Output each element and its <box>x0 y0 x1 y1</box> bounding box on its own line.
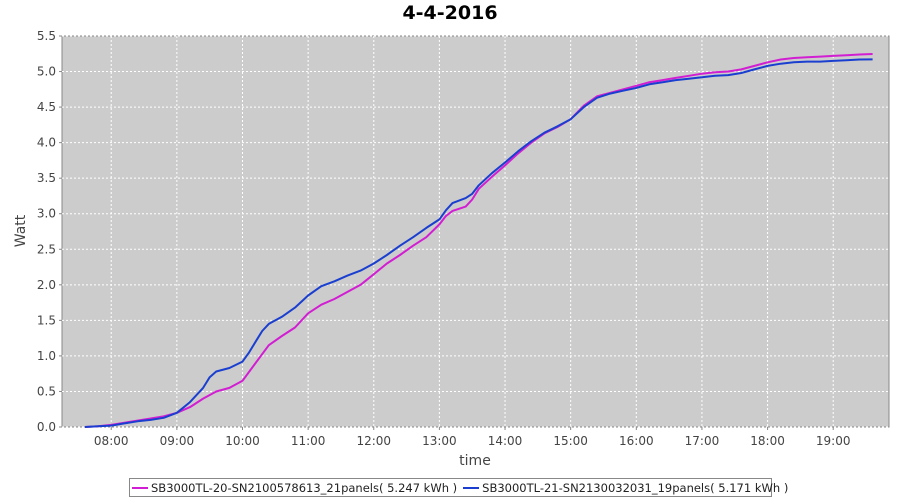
x-tick-label: 15:00 <box>553 434 588 448</box>
series-line-1 <box>84 53 873 428</box>
x-tick-label: 16:00 <box>619 434 654 448</box>
legend-item-1: SB3000TL-20-SN2100578613_21panels( 5.247… <box>132 481 457 495</box>
x-tick-label: 12:00 <box>356 434 391 448</box>
legend-item-2: SB3000TL-21-SN2130032031_19panels( 5.171… <box>463 481 788 495</box>
y-tick-label: 4.0 <box>37 136 56 150</box>
series-lines <box>84 53 873 428</box>
x-tick-label: 10:00 <box>225 434 260 448</box>
series-line-2 <box>84 58 873 428</box>
y-tick-label: 2.0 <box>37 278 56 292</box>
y-tick-label: 3.0 <box>37 207 56 221</box>
x-tick-label: 18:00 <box>750 434 785 448</box>
y-tick-label: 2.5 <box>37 242 56 256</box>
legend-swatch <box>463 486 480 489</box>
x-tick-label: 13:00 <box>422 434 457 448</box>
x-tick-label: 17:00 <box>685 434 720 448</box>
legend-label: SB3000TL-21-SN2130032031_19panels( 5.171… <box>482 480 789 495</box>
y-tick-label: 1.5 <box>37 313 56 327</box>
y-tick-label: 0.5 <box>37 384 56 398</box>
y-tick-label: 3.5 <box>37 171 56 185</box>
x-tick-label: 08:00 <box>94 434 129 448</box>
y-tick-label: 4.5 <box>37 100 56 114</box>
y-tick-label: 5.5 <box>37 29 56 43</box>
x-tick-label: 09:00 <box>160 434 195 448</box>
grid-lines <box>62 35 889 428</box>
chart-title: 4-4-2016 <box>402 2 498 24</box>
x-tick-label: 14:00 <box>488 434 523 448</box>
y-tick-label: 0.0 <box>37 420 56 434</box>
x-tick-label: 11:00 <box>291 434 326 448</box>
x-axis-title: time <box>459 453 491 469</box>
legend-swatch <box>132 486 148 489</box>
y-axis-title: Watt <box>13 214 29 247</box>
axis-ticks: 08:00 09:00 10:00 11:00 12:00 13:00 14:00 15:00… <box>37 29 851 448</box>
legend: SB3000TL-20-SN2100578613_21panels( 5.247… <box>129 478 788 497</box>
y-tick-label: 1.0 <box>37 349 56 363</box>
x-tick-label: 19:00 <box>816 434 851 448</box>
y-tick-label: 5.0 <box>37 65 56 79</box>
legend-label: SB3000TL-20-SN2100578613_21panels( 5.247… <box>151 480 458 495</box>
plot-area <box>61 35 890 428</box>
